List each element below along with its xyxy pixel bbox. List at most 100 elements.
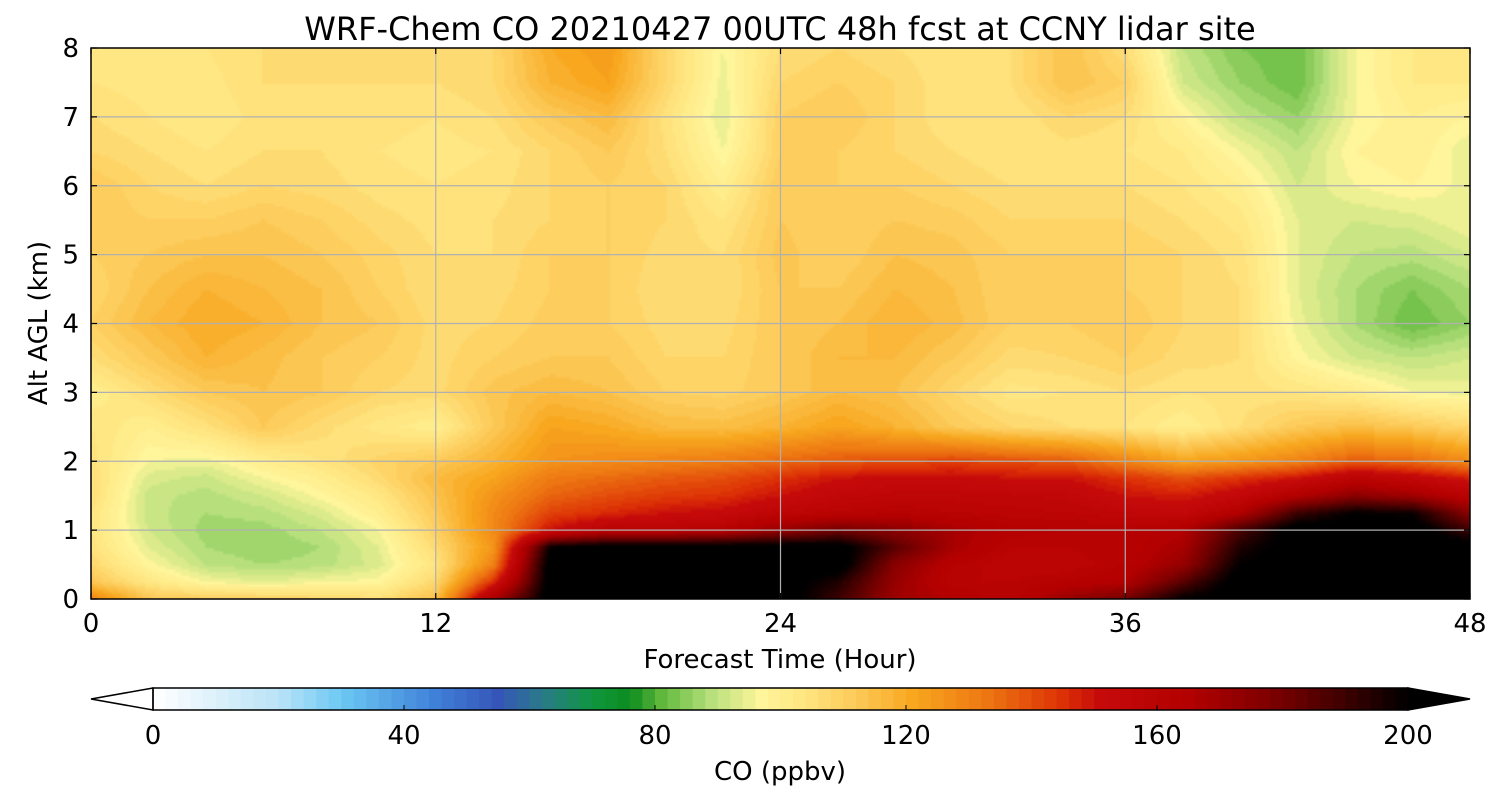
colorbar-bin — [918, 688, 932, 710]
colorbar: 0 40 80 120 160 200 CO (ppbv) — [90, 687, 1471, 787]
colorbar-bin — [491, 688, 505, 710]
colorbar-bin — [655, 688, 669, 710]
colorbar-label: CO (ppbv) — [714, 757, 846, 787]
colorbar-ticks: 0 40 80 120 160 200 — [145, 705, 1433, 751]
colorbar-bin — [1320, 688, 1334, 710]
colorbar-bin — [479, 688, 493, 710]
colorbar-bin — [404, 688, 418, 710]
colorbar-bin — [203, 688, 217, 710]
colorbar-bin — [993, 688, 1007, 710]
colorbar-bin — [931, 688, 945, 710]
colorbar-bin — [956, 688, 970, 710]
colorbar-bin — [1006, 688, 1020, 710]
grid-lines — [91, 48, 1470, 599]
colorbar-bin — [1194, 688, 1208, 710]
y-tick-label: 5 — [62, 241, 79, 271]
colorbar-bin — [1069, 688, 1083, 710]
y-tick-label: 4 — [62, 310, 79, 340]
colorbar-bin — [617, 688, 631, 710]
colorbar-bin — [1295, 688, 1309, 710]
colorbar-bin — [742, 688, 756, 710]
colorbar-bin — [328, 688, 342, 710]
colorbar-bin — [843, 688, 857, 710]
colorbar-bin — [780, 688, 794, 710]
colorbar-bin — [1119, 688, 1133, 710]
colorbar-bin — [454, 688, 468, 710]
colorbar-bin — [366, 688, 380, 710]
colorbar-bin — [1131, 688, 1146, 710]
colorbar-bin — [767, 688, 782, 710]
colorbar-tick-label: 0 — [145, 721, 162, 751]
colorbar-bins — [153, 688, 1409, 710]
colorbar-bin — [1345, 688, 1359, 710]
colorbar-frame — [152, 687, 1409, 711]
colorbar-bin — [567, 688, 581, 710]
colorbar-bin — [880, 688, 895, 710]
colorbar-bin — [1332, 688, 1346, 710]
x-tick-label: 24 — [764, 609, 797, 639]
colorbar-bin — [228, 688, 242, 710]
colorbar-bin — [504, 688, 518, 710]
colorbar-bin — [554, 688, 568, 710]
colorbar-bin — [692, 688, 706, 710]
chart-title: WRF-Chem CO 20210427 00UTC 48h fcst at C… — [304, 10, 1255, 48]
colorbar-bin — [830, 688, 844, 710]
colorbar-bin — [1244, 688, 1258, 710]
y-tick-label: 0 — [62, 585, 79, 615]
colorbar-bin — [316, 688, 330, 710]
colorbar-bin — [253, 688, 267, 710]
colorbar-bin — [1081, 688, 1095, 710]
colorbar-extend-max — [1407, 687, 1471, 711]
colorbar-extend-min — [90, 687, 154, 711]
colorbar-bin — [303, 688, 317, 710]
y-tick-label: 1 — [62, 516, 79, 546]
colorbar-bin — [1395, 688, 1409, 710]
colorbar-bin — [1382, 688, 1397, 710]
colorbar-bin — [441, 688, 455, 710]
colorbar-tick-label: 80 — [638, 721, 671, 751]
x-axis-label: Forecast Time (Hour) — [643, 645, 916, 675]
y-tick-label: 2 — [62, 447, 79, 477]
colorbar-bin — [1370, 688, 1384, 710]
colorbar-bin — [529, 688, 543, 710]
colorbar-bin — [240, 688, 254, 710]
colorbar-bin — [805, 688, 819, 710]
x-tick-label: 48 — [1453, 609, 1486, 639]
colorbar-bin — [893, 688, 907, 710]
colorbar-bin — [1031, 688, 1045, 710]
colorbar-bin — [629, 688, 644, 710]
y-tick-label: 8 — [62, 34, 79, 64]
colorbar-bin — [1219, 688, 1233, 710]
colorbar-bin — [943, 688, 957, 710]
colorbar-bin — [793, 688, 807, 710]
x-tick-label: 36 — [1109, 609, 1142, 639]
colorbar-bin — [855, 688, 869, 710]
colorbar-bin — [1169, 688, 1183, 710]
colorbar-bin — [981, 688, 995, 710]
colorbar-bin — [1144, 688, 1158, 710]
x-tick-label: 12 — [419, 609, 452, 639]
colorbar-bin — [705, 688, 719, 710]
colorbar-bin — [542, 688, 556, 710]
colorbar-bin — [291, 688, 305, 710]
y-axis: 0 1 2 3 4 5 6 7 8 — [62, 34, 1470, 615]
colorbar-bin — [215, 688, 229, 710]
colorbar-bin — [1182, 688, 1196, 710]
colorbar-bin — [391, 688, 405, 710]
colorbar-bin — [667, 688, 681, 710]
colorbar-bin — [1094, 688, 1108, 710]
colorbar-bin — [906, 688, 920, 710]
colorbar-bin — [818, 688, 832, 710]
colorbar-bin — [755, 688, 769, 710]
colorbar-bin — [1307, 688, 1321, 710]
colorbar-bin — [1257, 688, 1271, 710]
colorbar-bin — [378, 688, 393, 710]
colorbar-bin — [353, 688, 367, 710]
colorbar-bin — [466, 688, 480, 710]
colorbar-bin — [178, 688, 192, 710]
colorbar-bin — [680, 688, 694, 710]
colorbar-bin — [1044, 688, 1058, 710]
colorbar-bin — [968, 688, 982, 710]
